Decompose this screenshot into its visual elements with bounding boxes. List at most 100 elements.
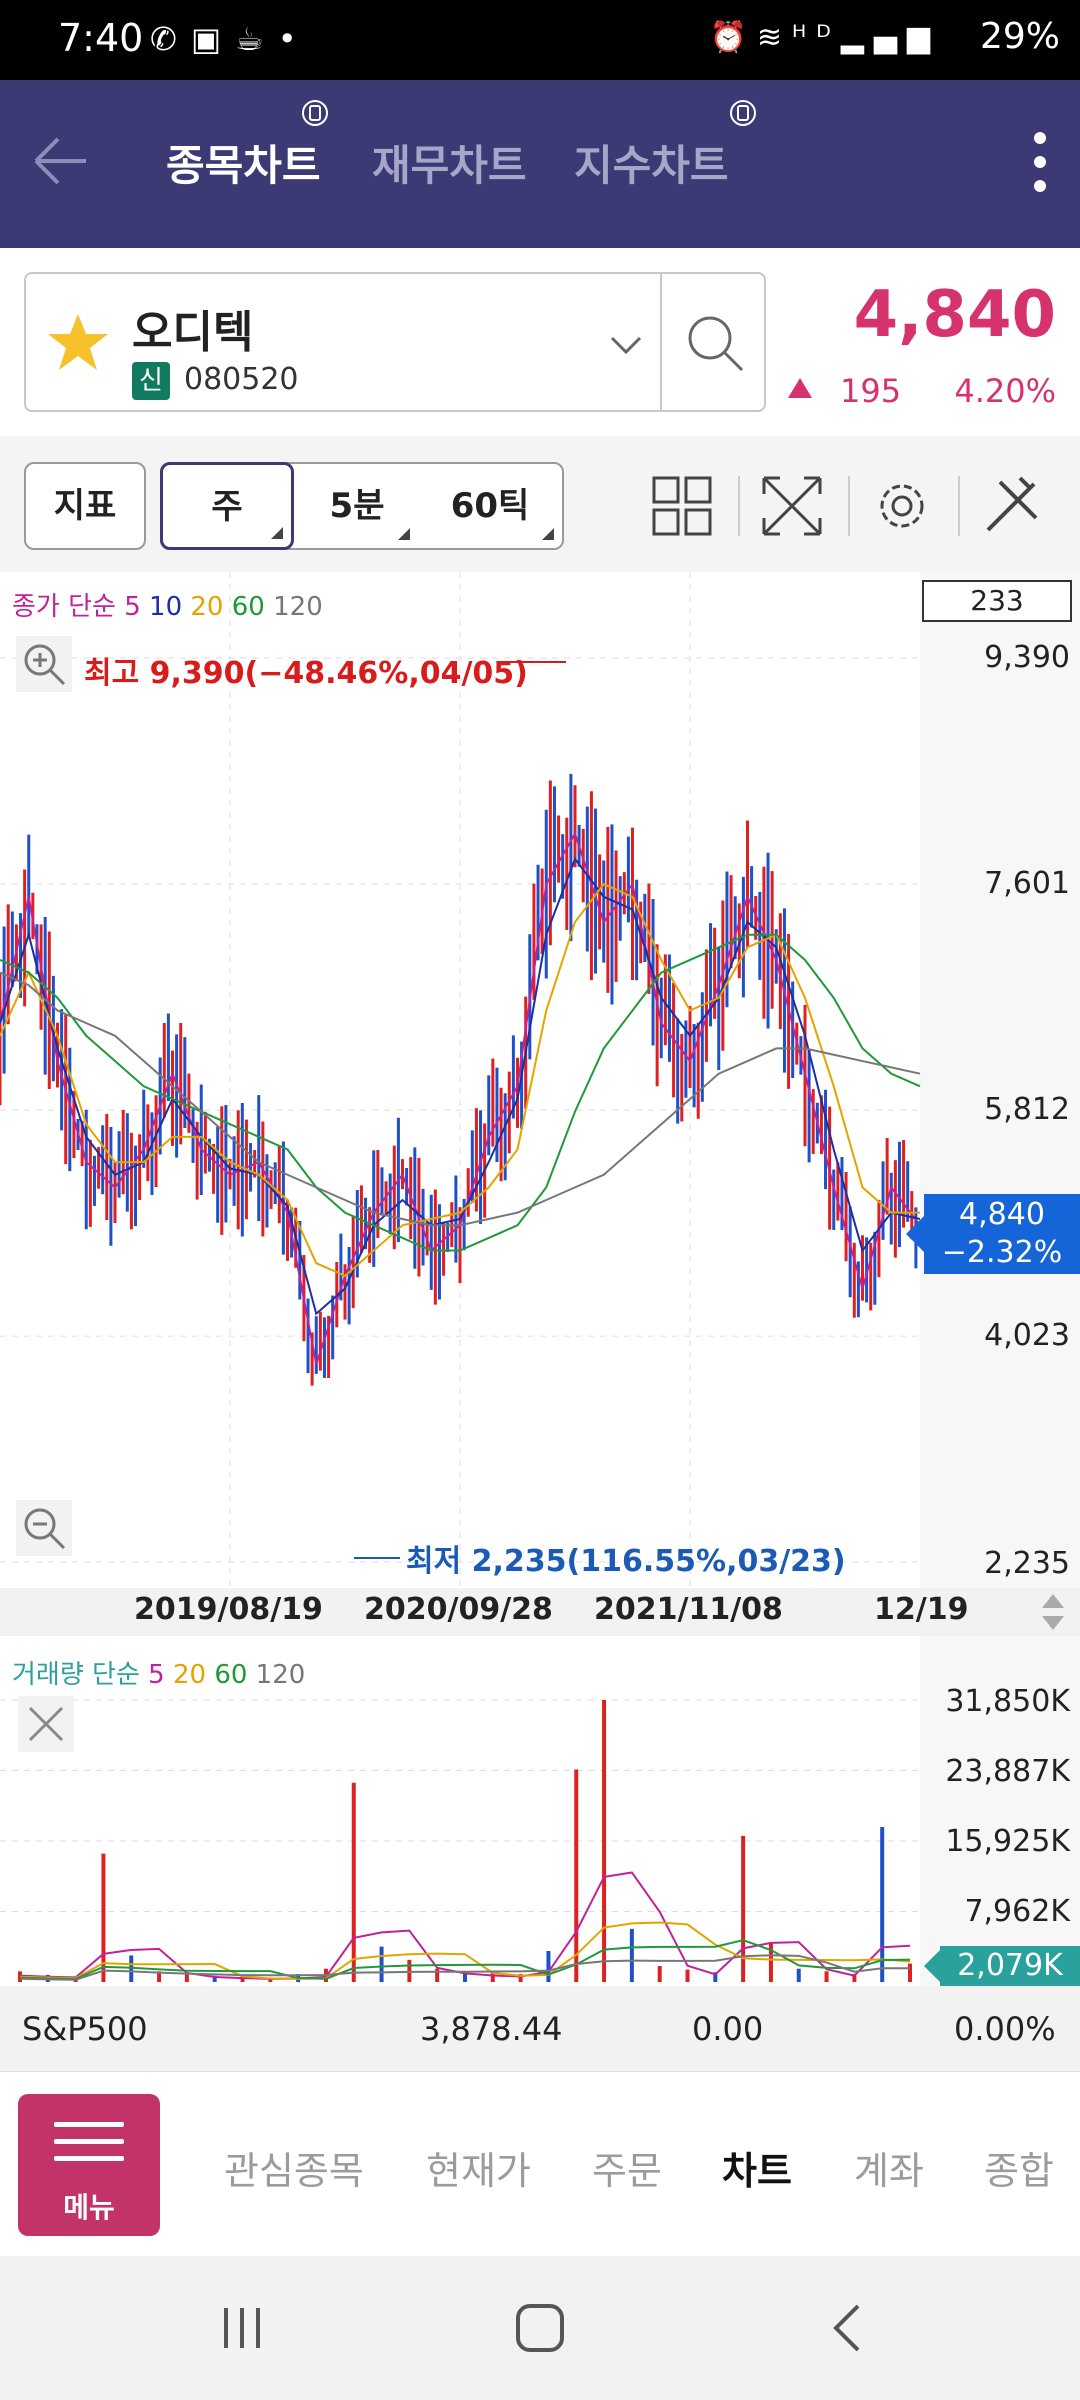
back-icon[interactable] xyxy=(816,2296,880,2360)
volume-bar xyxy=(546,1951,551,1982)
tab-stock-chart[interactable]: 종목차트 xyxy=(166,141,321,190)
stock-selector[interactable]: 오디텍 신 080520 xyxy=(24,272,766,412)
coffee-icon: ☕ xyxy=(235,20,278,58)
index-ticker[interactable]: S&P500 3,878.44 0.00 0.00% xyxy=(0,1986,1080,2072)
hamburger-icon xyxy=(54,2122,124,2173)
volume-bar xyxy=(463,1974,467,1982)
zoom-in-icon[interactable] xyxy=(16,636,72,692)
y-tick-label: 4,023 xyxy=(984,1318,1070,1353)
gear-icon[interactable] xyxy=(870,474,934,538)
status-time: 7:40 xyxy=(58,16,144,60)
ma-legend-title: 종가 단순 xyxy=(12,592,116,622)
volume-legend: 거래량 단순 5 20 60 120 xyxy=(12,1654,305,1691)
volume-tick-label: 7,962K xyxy=(964,1894,1070,1929)
tools-icon[interactable] xyxy=(980,474,1044,538)
nav-chart[interactable]: 차트 xyxy=(722,2149,792,2193)
price-chart-canvas[interactable] xyxy=(0,572,1080,1588)
volume-bar xyxy=(574,1769,579,1982)
dot-icon: • xyxy=(277,20,311,58)
alarm-icon: ⏰ xyxy=(709,20,757,55)
current-price-marker: 4,840 −2.32% xyxy=(906,1194,1080,1274)
period-60tick-button[interactable]: 60틱 xyxy=(418,464,562,548)
period-5min-button[interactable]: 5분 xyxy=(296,464,418,548)
nav-order[interactable]: 주문 xyxy=(592,2149,662,2193)
chevron-down-icon[interactable] xyxy=(606,324,646,364)
volume-bar xyxy=(629,1928,634,1982)
status-right-icons: ⏰≋ᴴᴰ▂▄▆ xyxy=(710,20,940,55)
indicator-button[interactable]: 지표 xyxy=(24,462,146,550)
volume-bar xyxy=(602,1700,607,1982)
volume-bar xyxy=(880,1827,885,1982)
divider xyxy=(660,274,662,410)
signal-icon: ▂▄▆ xyxy=(840,20,940,55)
divider xyxy=(848,476,850,536)
price-change-pct: 4.20% xyxy=(954,372,1056,410)
index-change: 0.00 xyxy=(692,2010,764,2048)
status-left-icons: ✆▣☕• xyxy=(150,20,311,58)
recent-apps-icon[interactable] xyxy=(210,2296,274,2360)
y-tick-label: 2,235 xyxy=(984,1546,1070,1581)
system-nav-bar xyxy=(0,2256,1080,2400)
candle-count[interactable]: 233 xyxy=(922,580,1072,622)
volume-bar xyxy=(351,1782,356,1982)
volume-chart[interactable]: 거래량 단순 5 20 60 120 31,850K 23,887K 15,92… xyxy=(0,1636,1080,1986)
volume-bar xyxy=(157,1971,162,1982)
nav-account[interactable]: 계좌 xyxy=(854,2149,924,2193)
volume-bar xyxy=(796,1968,801,1982)
search-icon[interactable] xyxy=(682,310,748,376)
ma-line-60 xyxy=(0,933,921,1252)
period-week-button[interactable]: 주 xyxy=(160,462,294,550)
rotate-phone-icon xyxy=(730,100,756,126)
vol-ma-60-label: 60 xyxy=(214,1660,248,1690)
favorite-star-icon[interactable] xyxy=(46,310,110,374)
volume-bar xyxy=(741,1835,746,1982)
volume-chart-canvas[interactable] xyxy=(0,1636,1080,1986)
nav-quote[interactable]: 현재가 xyxy=(426,2149,531,2193)
home-icon[interactable] xyxy=(508,2296,572,2360)
y-axis-background xyxy=(920,1636,1080,1986)
tab-finance-chart[interactable]: 재무차트 xyxy=(372,141,527,190)
volume-bar xyxy=(212,1975,217,1982)
volume-ma-line xyxy=(19,1954,911,1981)
wifi-icon: ≋ xyxy=(756,20,793,55)
more-menu-icon[interactable] xyxy=(1030,128,1050,198)
volume-bar xyxy=(407,1959,412,1982)
nav-watchlist[interactable]: 관심종목 xyxy=(224,2149,364,2193)
rotate-phone-icon xyxy=(302,100,328,126)
ma-60-label: 60 xyxy=(231,592,265,622)
ma-line-120 xyxy=(0,971,921,1227)
volume-bar xyxy=(518,1974,523,1982)
period-label: 5분 xyxy=(329,486,385,526)
volume-bar xyxy=(908,1963,912,1982)
nav-summary[interactable]: 종합 xyxy=(984,2149,1054,2193)
volume-bar xyxy=(852,1974,857,1982)
close-icon[interactable] xyxy=(18,1696,74,1752)
current-volume-marker: 2,079K xyxy=(924,1946,1080,1986)
grid-layout-icon[interactable] xyxy=(650,474,714,538)
stock-code: 080520 xyxy=(184,362,299,397)
fullscreen-icon[interactable] xyxy=(760,474,824,538)
volume-tick-label: 23,887K xyxy=(945,1754,1070,1789)
price-chart[interactable]: 종가 단순 5 10 20 60 120 233 최고 9,390(−48.46… xyxy=(0,572,1080,1632)
ma-legend: 종가 단순 5 10 20 60 120 xyxy=(12,586,323,623)
back-arrow-icon[interactable] xyxy=(26,126,96,196)
volume-bar xyxy=(184,1974,189,1982)
volume-ma-line xyxy=(19,1871,911,1980)
ma-120-label: 120 xyxy=(273,592,323,622)
x-axis[interactable]: 2019/08/19 2020/09/28 2021/11/08 12/19 xyxy=(0,1588,1080,1636)
menu-button[interactable]: 메뉴 xyxy=(18,2094,160,2236)
index-change-pct: 0.00% xyxy=(954,2010,1056,2048)
tab-index-chart[interactable]: 지수차트 xyxy=(574,141,729,190)
y-tick-label: 9,390 xyxy=(984,640,1070,675)
gallery-icon: ▣ xyxy=(190,20,236,58)
volume-tick-label: 15,925K xyxy=(945,1824,1070,1859)
stock-badge: 신 xyxy=(132,362,170,400)
vol-ma-20-label: 20 xyxy=(172,1660,207,1690)
resize-handle-icon[interactable] xyxy=(1040,1592,1066,1632)
zoom-out-icon[interactable] xyxy=(16,1500,72,1556)
low-price-label: 최저 2,235(116.55%,03/23) xyxy=(406,1544,846,1579)
ma-line-20 xyxy=(0,882,920,1278)
divider xyxy=(738,476,740,536)
volume-bar xyxy=(824,1971,829,1982)
divider xyxy=(958,476,960,536)
